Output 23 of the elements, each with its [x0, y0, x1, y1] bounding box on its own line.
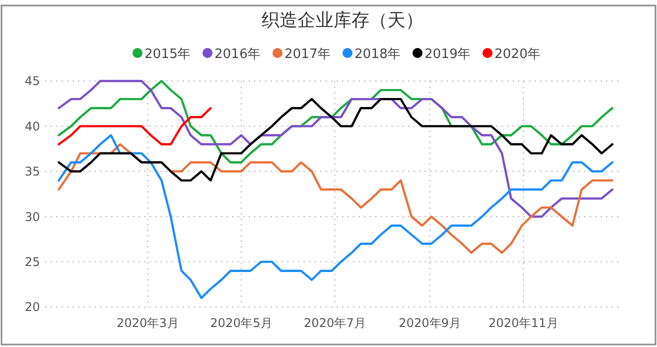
y-tick-label: 20 — [24, 300, 40, 314]
x-tick-label: 2020年3月 — [116, 316, 179, 330]
line-series — [58, 134, 614, 300]
x-tick-label: 2020年7月 — [304, 316, 366, 330]
y-tick-label: 30 — [24, 210, 40, 224]
x-tick-label: 2020年5月 — [210, 316, 272, 330]
legend-label: 2016年 — [214, 47, 261, 62]
x-tick-label: 2020年11月 — [488, 316, 558, 330]
line-series — [58, 80, 614, 218]
legend-label: 2020年 — [494, 47, 541, 62]
legend-label: 2015年 — [144, 47, 191, 62]
x-tick-label: 2020年9月 — [398, 316, 461, 330]
y-tick-label: 35 — [24, 164, 40, 179]
chart-title: 织造企业库存（天） — [262, 10, 424, 31]
line-series — [58, 143, 614, 254]
line-series — [58, 98, 614, 182]
y-tick-label: 25 — [24, 255, 40, 269]
y-tick-label: 40 — [24, 119, 40, 134]
line-series — [58, 107, 212, 146]
legend-label: 2019年 — [424, 47, 471, 62]
legend-label: 2017年 — [284, 47, 331, 62]
legend-label: 2018年 — [354, 47, 401, 62]
y-tick-label: 45 — [24, 74, 40, 88]
